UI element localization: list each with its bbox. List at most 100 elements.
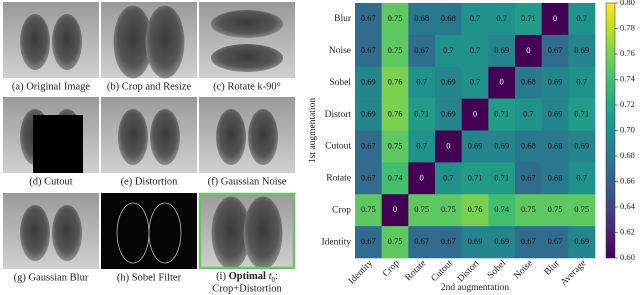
heatmap-cell xyxy=(541,130,569,163)
xray-background xyxy=(101,97,197,173)
heatmap-cell xyxy=(515,162,542,195)
cell-label: 0.69 xyxy=(468,236,483,246)
xray-background xyxy=(3,193,99,269)
colorbar xyxy=(605,2,616,259)
cell-label: 0.7 xyxy=(443,172,454,182)
heatmap-cell xyxy=(355,194,382,227)
x-tick-label: Blur xyxy=(543,258,563,278)
cell-label: 0 xyxy=(500,77,504,87)
heatmap-cell xyxy=(541,3,569,36)
cell-label: 0.67 xyxy=(361,140,376,150)
cell-label: 0.69 xyxy=(548,77,563,87)
heatmap-cell xyxy=(435,226,462,259)
heatmap-cell xyxy=(515,226,542,259)
image-panel xyxy=(101,193,197,269)
cell-label: 0.67 xyxy=(414,236,429,246)
cell-label: 0 xyxy=(553,13,557,23)
y-tick-label: Distort xyxy=(325,110,352,120)
cell-label: 0.75 xyxy=(574,204,589,214)
heatmap-cell xyxy=(461,226,489,259)
cell-label: 0.75 xyxy=(548,204,563,214)
cell-label: 0.7 xyxy=(576,172,587,182)
cell-label: 0.7 xyxy=(443,45,454,55)
heatmap-cell xyxy=(355,130,382,163)
cell-label: 0.68 xyxy=(548,140,563,150)
cell-label: 0.76 xyxy=(468,204,483,214)
cell-label: 0 xyxy=(393,204,397,214)
colorbar-tick-label: 0.64 xyxy=(620,201,636,211)
cell-label: 0.69 xyxy=(494,236,509,246)
heatmap-cell xyxy=(381,3,409,36)
cell-label: 0.75 xyxy=(388,140,403,150)
cell-label: 0.7 xyxy=(576,77,587,87)
cell-label: 0 xyxy=(473,109,477,119)
heatmap-cell xyxy=(541,66,569,99)
panel-caption: (b) Crop and Resize xyxy=(107,81,192,92)
heatmap-cell xyxy=(355,66,382,99)
lung-edge xyxy=(148,202,182,264)
heatmap-cell xyxy=(515,98,542,131)
lung xyxy=(145,5,185,79)
heatmap-cell xyxy=(515,34,542,68)
heatmap-cell xyxy=(461,194,489,227)
x-tick-label: Crop xyxy=(381,258,402,279)
heatmap-cell xyxy=(381,130,409,163)
lung xyxy=(211,10,283,38)
panel-caption: (g) Gaussian Blur xyxy=(14,272,89,283)
cell-label: 0.7 xyxy=(576,13,587,23)
image-panel xyxy=(101,2,197,79)
heatmap-cell xyxy=(381,194,409,227)
cell-label: 0.67 xyxy=(548,236,563,246)
heatmap-cell xyxy=(435,34,462,68)
cell-label: 0.67 xyxy=(548,45,563,55)
xray-background xyxy=(199,97,295,173)
colorbar-tick-label: 0.70 xyxy=(620,124,635,134)
lung xyxy=(20,205,50,261)
cell-label: 0.71 xyxy=(494,109,509,119)
cell-label: 0.75 xyxy=(388,236,403,246)
cell-label: 0.69 xyxy=(574,45,589,55)
cell-label: 0.69 xyxy=(441,109,456,119)
y-tick-label: Blur xyxy=(334,14,352,24)
cell-label: 0.71 xyxy=(521,13,536,23)
cell-label: 0.7 xyxy=(523,109,534,119)
x-tick-label: Rotate xyxy=(404,259,429,284)
cell-label: 0.74 xyxy=(494,204,510,214)
heatmap-cell xyxy=(568,66,596,99)
colorbar-tick-label: 0.72 xyxy=(620,99,635,109)
heatmap-cell xyxy=(355,226,382,259)
panel-caption: (f) Gaussian Noise xyxy=(208,176,287,187)
cell-label: 0.67 xyxy=(414,45,429,55)
cell-label: 0.69 xyxy=(441,77,456,87)
cell-label: 0.68 xyxy=(521,140,536,150)
heatmap-cell xyxy=(408,34,436,68)
image-panel xyxy=(3,2,99,78)
heatmap-cell xyxy=(568,162,596,195)
colorbar-tick-label: 0.80 xyxy=(620,0,635,7)
heatmap-cell xyxy=(488,98,516,131)
heatmap-cell xyxy=(541,226,569,259)
heatmap-cell xyxy=(568,34,596,68)
heatmap-cell xyxy=(541,162,569,195)
heatmap-cell xyxy=(435,98,462,131)
image-panel xyxy=(101,97,197,173)
heatmap-cell xyxy=(515,130,542,163)
cell-label: 0.67 xyxy=(521,172,536,182)
xray-background xyxy=(3,2,99,78)
cell-label: 0.75 xyxy=(388,13,403,23)
heatmap-cell xyxy=(515,194,542,227)
highlight-border xyxy=(198,192,296,270)
cell-label: 0.67 xyxy=(521,236,536,246)
lung xyxy=(248,109,278,165)
cell-label: 0.71 xyxy=(468,172,483,182)
heatmap-cell xyxy=(488,130,516,163)
image-panel xyxy=(199,97,295,173)
cell-label: 0.75 xyxy=(361,204,376,214)
heatmap-cell xyxy=(568,194,596,227)
cell-label: 0.69 xyxy=(548,109,563,119)
heatmap-cell xyxy=(461,98,489,131)
cell-label: 0.71 xyxy=(414,109,429,119)
heatmap-cell xyxy=(408,162,436,195)
cell-label: 0.69 xyxy=(361,109,376,119)
